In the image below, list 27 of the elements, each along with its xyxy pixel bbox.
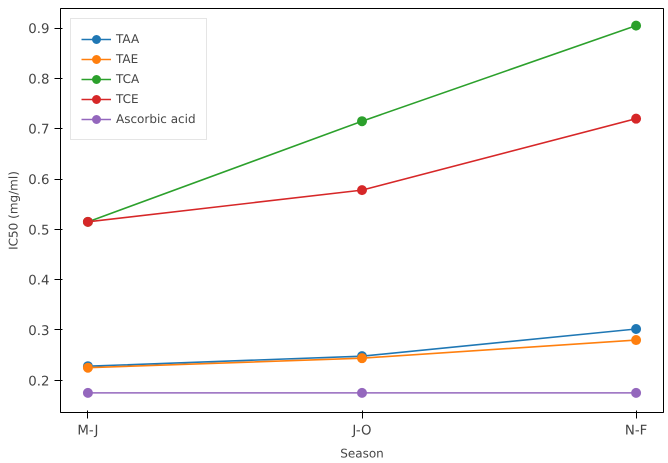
y-tick-label: 0.4 xyxy=(28,274,50,289)
y-tick-label: 0.9 xyxy=(28,22,50,38)
point xyxy=(631,20,642,31)
legend-label: TCE xyxy=(116,92,139,106)
point xyxy=(82,388,93,398)
x-tick-label: M-J xyxy=(77,424,98,438)
y-tick-label: 0.2 xyxy=(28,374,50,390)
point xyxy=(357,185,367,196)
y-tick-label: 0.3 xyxy=(28,324,50,339)
x-tick-label: N-F xyxy=(624,424,648,438)
y-axis-title: IC50 (mg/ml) xyxy=(6,171,20,250)
legend-label: TAA xyxy=(116,32,140,46)
point xyxy=(357,116,367,126)
point xyxy=(631,114,642,124)
y-tick-label: 0.5 xyxy=(28,223,50,238)
point xyxy=(357,388,367,398)
point xyxy=(631,388,642,398)
y-tick-label: 0.6 xyxy=(28,173,50,188)
point xyxy=(631,324,642,334)
legend-label: Ascorbic acid xyxy=(116,112,196,126)
x-axis-title: Season xyxy=(340,446,384,460)
legend-label: TAE xyxy=(116,52,138,66)
y-tick-label: 0.8 xyxy=(28,72,50,88)
legend-label: TCA xyxy=(116,72,140,86)
point xyxy=(631,335,642,346)
x-tick-label: J-O xyxy=(351,424,372,438)
y-tick-label: 0.7 xyxy=(28,122,50,138)
